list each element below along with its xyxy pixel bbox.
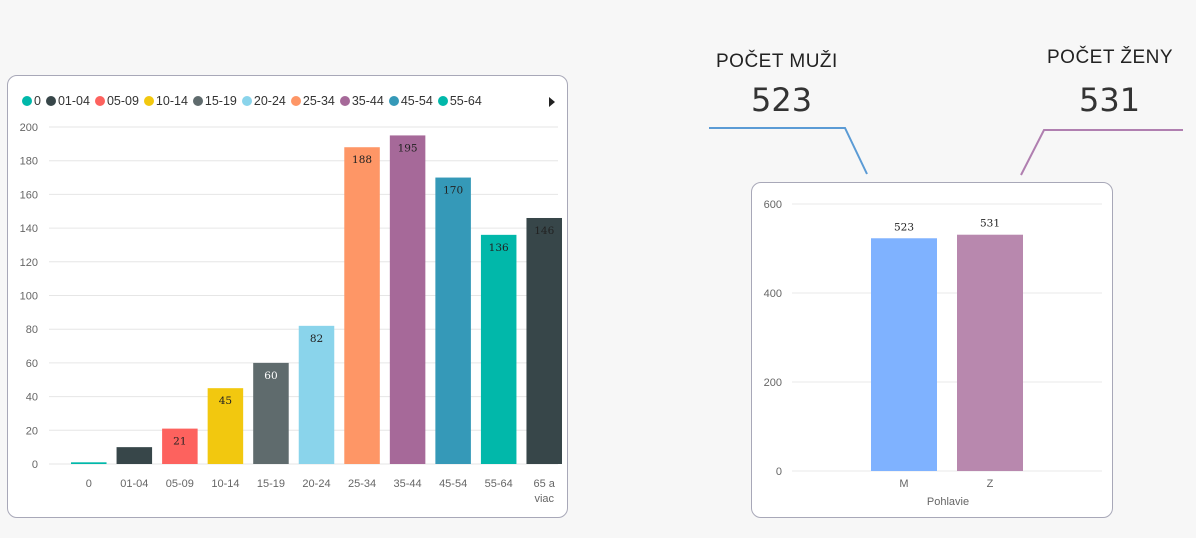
age-group-chart-card[interactable]: 0 01-04 05-09 10-14 15-19 20-24 25-34 35-44 45-5… [7, 75, 568, 518]
y-tick-label: 600 [764, 199, 782, 211]
x-axis-title: Pohlavie [927, 496, 969, 508]
bar [116, 447, 153, 464]
y-tick-label: 200 [20, 122, 38, 134]
data-label: 523 [894, 221, 914, 233]
legend-label: 45-54 [400, 94, 433, 108]
legend-dot-icon [339, 96, 350, 106]
x-tick-label: 10-14 [211, 478, 239, 490]
x-tick-label: 65 a viac [534, 478, 556, 505]
x-tick-label: 0 [86, 478, 92, 490]
legend-label: 15-19 [204, 94, 237, 108]
legend-item[interactable]: 15-19 [192, 94, 237, 108]
women-count-value: 531 [1079, 81, 1141, 119]
legend-dot-icon [94, 96, 105, 106]
legend-label: 10-14 [155, 94, 188, 108]
y-tick-label: 400 [764, 288, 782, 300]
bar [253, 362, 289, 464]
legend-label: 55-64 [449, 94, 482, 108]
legend-label: 35-44 [351, 94, 384, 108]
legend-item[interactable]: 20-24 [241, 94, 286, 108]
bar [298, 325, 335, 464]
bar [435, 177, 471, 465]
data-label: 136 [489, 242, 509, 254]
age-group-bar-chart: 0 20 40 60 80 100 120 140 160 180 200 0 01-04 21 05-09… [20, 122, 562, 505]
x-tick-label: 15-19 [257, 478, 285, 490]
legend-item[interactable]: 01-04 [45, 94, 90, 108]
y-tick-label: 140 [20, 223, 38, 235]
gender-chart-card[interactable]: 0 200 400 600 523 M 531 Z Pohlavie [751, 182, 1113, 518]
women-count-label: POČET ŽENY [1047, 47, 1174, 68]
y-tick-label: 180 [20, 156, 38, 168]
legend-label: 05-09 [106, 94, 139, 108]
y-tick-label: 60 [26, 358, 38, 370]
legend-item[interactable]: 0 [22, 94, 41, 108]
y-tick-label: 20 [26, 425, 38, 437]
y-tick-label: 120 [20, 257, 38, 269]
legend-dot-icon [241, 96, 252, 106]
age-legend: 0 01-04 05-09 10-14 15-19 20-24 25-34 35-44 45-5… [22, 94, 487, 108]
x-tick-label: M [899, 478, 908, 490]
legend-label: 01-04 [57, 94, 90, 108]
bar [389, 135, 426, 465]
x-tick-label: 55-64 [485, 478, 513, 490]
data-label: 60 [264, 370, 277, 382]
data-label: 170 [443, 185, 463, 197]
gender-bar-chart: 0 200 400 600 523 M 531 Z Pohlavie [764, 199, 1102, 508]
legend-dot-icon [143, 96, 154, 106]
legend-label: 0 [34, 94, 41, 108]
legend-item[interactable]: 55-64 [437, 94, 482, 108]
x-tick-label: Z [987, 478, 994, 490]
bar [526, 217, 562, 464]
men-connector-line [709, 127, 868, 175]
legend-next-arrow-icon[interactable] [549, 97, 555, 107]
x-tick-label: 05-09 [166, 478, 194, 490]
x-tick-label: 01-04 [120, 478, 148, 490]
legend-item[interactable]: 25-34 [290, 94, 335, 108]
x-tick-label: 35-44 [394, 478, 422, 490]
legend-dot-icon [45, 96, 56, 106]
data-label: 146 [534, 225, 554, 237]
y-tick-label: 80 [26, 324, 38, 336]
data-label: 195 [398, 142, 418, 154]
bar [480, 234, 517, 464]
legend-label: 25-34 [302, 94, 335, 108]
legend-item[interactable]: 45-54 [388, 94, 433, 108]
x-tick-label: 25-34 [348, 478, 376, 490]
legend-item[interactable]: 35-44 [339, 94, 384, 108]
legend-dot-icon [437, 96, 448, 106]
y-tick-label: 100 [20, 291, 38, 303]
bar [162, 428, 198, 464]
bar [957, 234, 1023, 471]
legend-dot-icon [290, 96, 301, 106]
y-tick-label: 0 [32, 459, 38, 471]
legend-dot-icon [22, 96, 32, 106]
data-label: 188 [352, 154, 372, 166]
y-tick-label: 160 [20, 189, 38, 201]
legend-item[interactable]: 05-09 [94, 94, 139, 108]
legend-label: 20-24 [253, 94, 286, 108]
y-tick-label: 40 [26, 392, 38, 404]
data-label: 531 [980, 218, 1000, 230]
men-count-label: POČET MUŽI [716, 51, 838, 72]
bar [71, 462, 107, 464]
bar [207, 388, 244, 464]
legend-dot-icon [192, 96, 203, 106]
women-connector-line [1020, 129, 1183, 176]
data-label: 21 [173, 436, 186, 448]
y-tick-label: 200 [764, 377, 782, 389]
x-tick-label: 45-54 [439, 478, 467, 490]
men-count-value: 523 [751, 81, 813, 119]
legend-dot-icon [388, 96, 399, 106]
y-tick-label: 0 [776, 466, 782, 478]
data-label: 45 [219, 395, 232, 407]
bar [344, 147, 380, 464]
x-tick-label: 20-24 [302, 478, 330, 490]
legend-item[interactable]: 10-14 [143, 94, 188, 108]
bar [871, 238, 937, 471]
data-label: 82 [310, 333, 323, 345]
